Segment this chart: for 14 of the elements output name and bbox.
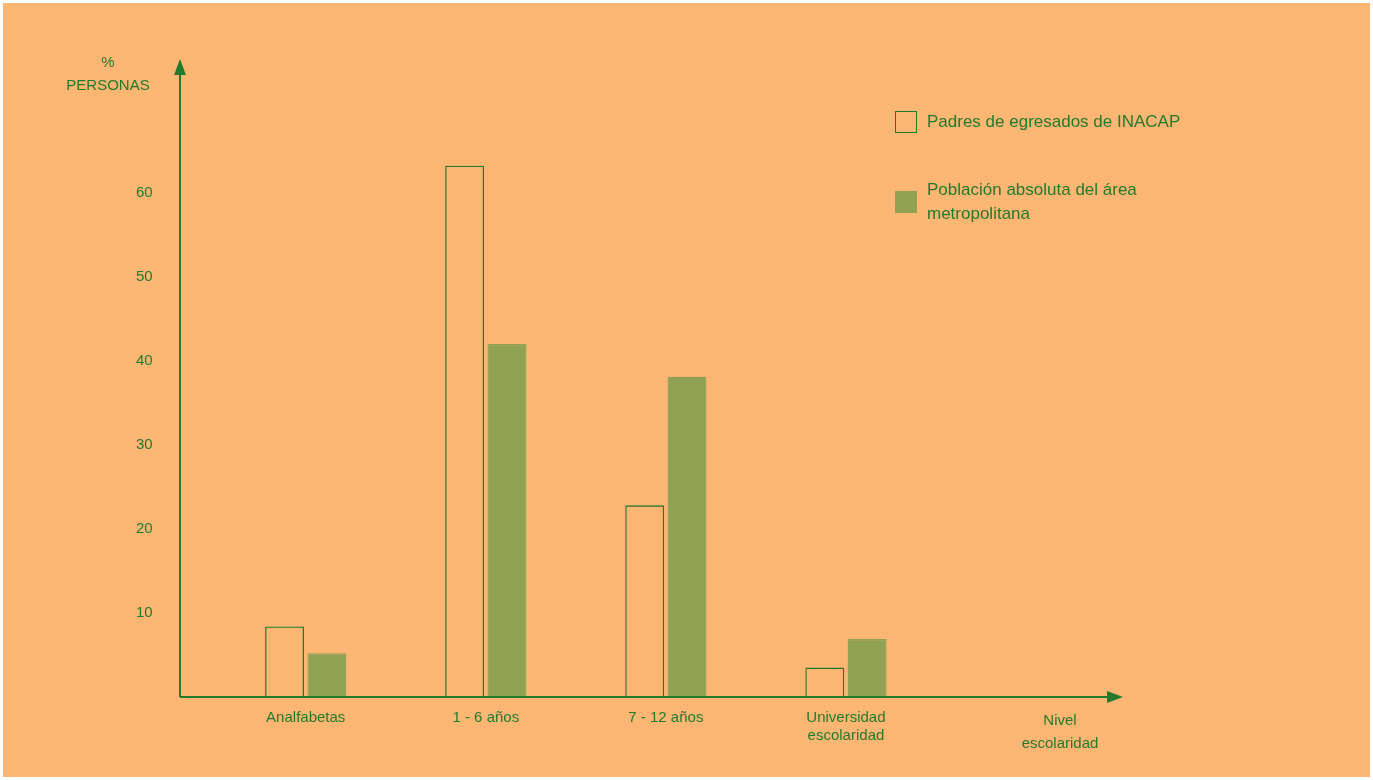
- y-tick-label: 20: [136, 519, 153, 537]
- y-tick-label: 30: [136, 434, 153, 452]
- legend-label: Población absoluta del área metropolitana: [927, 179, 1138, 225]
- y-axis-title: % PERSONAS: [66, 53, 150, 94]
- legend-label: Padres de egresados de INACAP: [927, 111, 1182, 133]
- x-tick-label: 1 - 6 años: [452, 708, 520, 726]
- y-tick-label: 40: [136, 350, 153, 368]
- y-tick-label: 50: [136, 266, 153, 284]
- y-tick-label: 10: [136, 603, 153, 621]
- text: Nivel escolaridad: [1021, 711, 1099, 752]
- x-tick-label: Analfabetas: [266, 708, 346, 726]
- x-tick-label: Universidad escolaridad: [806, 708, 886, 744]
- y-tick-label: 60: [136, 182, 153, 200]
- x-tick-label: 7 - 12 años: [628, 708, 704, 726]
